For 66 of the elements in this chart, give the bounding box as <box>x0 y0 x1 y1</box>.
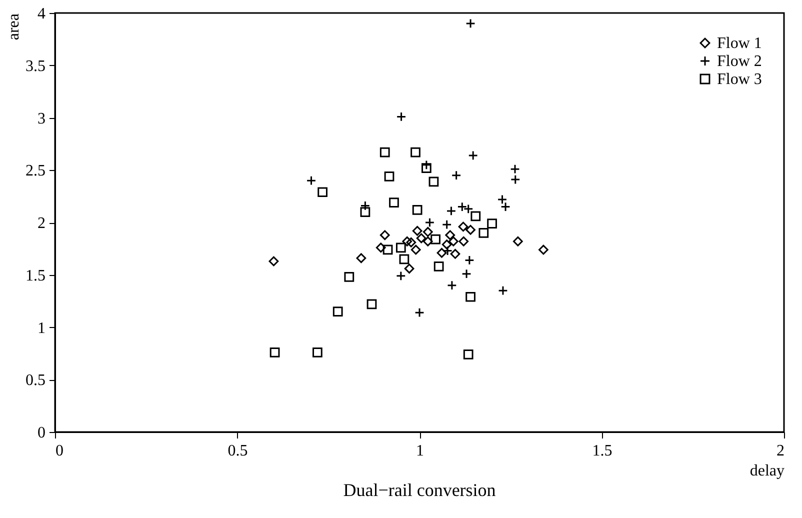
point <box>434 262 444 272</box>
point <box>466 292 476 302</box>
point <box>487 218 497 228</box>
point <box>463 350 474 360</box>
point <box>538 244 548 255</box>
point <box>466 224 476 235</box>
point <box>410 244 421 255</box>
y-tick-label: 0.5 <box>26 372 46 390</box>
y-tick-label: 2 <box>38 215 46 232</box>
point <box>450 248 460 259</box>
point <box>312 347 322 358</box>
point <box>399 254 410 264</box>
point <box>428 176 439 187</box>
y-tick-label: 2.5 <box>26 162 46 180</box>
point <box>389 198 399 208</box>
point <box>458 222 468 232</box>
legend-label: Flow 1 <box>717 35 762 52</box>
text: Dual−rail conversion <box>343 480 496 500</box>
point <box>402 236 412 246</box>
y-tick-label: 3 <box>38 110 46 128</box>
point <box>422 226 433 237</box>
x-tick-label: 0.5 <box>228 442 248 460</box>
y-tick-label: 3.5 <box>26 58 46 75</box>
point <box>384 171 394 182</box>
point <box>318 187 328 198</box>
point <box>380 147 390 158</box>
y-tick-label: 1.5 <box>26 267 46 284</box>
point <box>268 256 279 266</box>
point <box>360 207 370 217</box>
x-tick-label: 1 <box>416 442 424 460</box>
point <box>412 204 422 215</box>
point <box>382 244 393 255</box>
point <box>470 211 481 222</box>
x-tick-label: 1.5 <box>592 442 612 460</box>
point <box>376 242 386 253</box>
point <box>478 228 489 238</box>
point <box>421 163 432 173</box>
y-tick-label: 0 <box>38 424 46 442</box>
point <box>416 233 426 244</box>
x-tick-label: 0 <box>56 442 64 460</box>
point <box>442 240 452 250</box>
point <box>412 226 422 236</box>
point <box>366 299 377 310</box>
legend-label: Flow 3 <box>717 71 762 88</box>
point <box>436 248 447 258</box>
y-axis-title: area <box>6 14 22 40</box>
point <box>512 236 523 246</box>
point <box>410 147 420 158</box>
y-tick-label: 4 <box>38 6 46 22</box>
x-axis-title: delay <box>750 462 784 480</box>
point <box>356 253 366 264</box>
y-tick-label: 1 <box>38 320 46 337</box>
point <box>445 230 456 240</box>
point <box>422 236 433 246</box>
point <box>448 236 458 246</box>
point <box>270 347 280 358</box>
point <box>430 234 440 244</box>
point <box>344 272 354 282</box>
point <box>332 306 343 316</box>
x-tick-label: 2 <box>776 442 784 460</box>
legend-label: Flow 2 <box>717 53 762 70</box>
point <box>406 237 416 248</box>
point <box>380 230 390 240</box>
point <box>458 236 469 246</box>
point <box>404 264 414 274</box>
point <box>396 242 406 253</box>
